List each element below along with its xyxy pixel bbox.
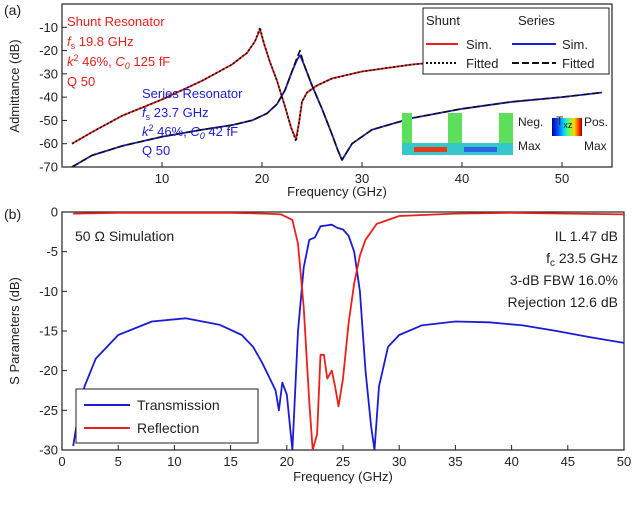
shunt-q: Q 50	[67, 74, 95, 89]
shunt-fs: fs 19.8 GHz	[67, 34, 134, 51]
y-tick-label-a: -70	[39, 160, 58, 175]
x-tick-label-b: 15	[223, 454, 237, 469]
panel-b-label: (b)	[4, 206, 21, 222]
inset-pos-label: Pos.	[584, 115, 608, 129]
series-k2-c0: k2 46%, C0 42 fF	[142, 123, 238, 141]
series-q: Q 50	[142, 143, 170, 158]
spec-il: IL 1.47 dB	[555, 228, 618, 244]
x-tick-label-b: 35	[448, 454, 462, 469]
y-axis-label-a: Admittance (dB)	[7, 39, 22, 132]
inset-colorbar	[552, 118, 582, 136]
shunt-title: Shunt Resonator	[67, 14, 165, 29]
spec-fc: fc 23.5 GHz	[546, 250, 618, 269]
x-tick-label-b: 40	[504, 454, 518, 469]
legend-series-fit-label: Fitted	[562, 56, 595, 71]
y-tick-label-a: -30	[39, 66, 58, 81]
series-line-transmission	[72, 223, 624, 450]
x-axis-label-b: Frequency (GHz)	[293, 469, 393, 484]
series-fs: fs 23.7 GHz	[142, 105, 209, 122]
y-tick-label-a: -40	[39, 90, 58, 105]
x-axis-label-a: Frequency (GHz)	[287, 184, 387, 199]
inset-max-left: Max	[518, 139, 541, 153]
inset-txz-label: Txz	[556, 114, 573, 130]
x-tick-label-b: 0	[58, 454, 65, 469]
inset-stress-map: Neg. Max Txz Pos. Max	[402, 113, 608, 155]
legend-shunt-header: Shunt	[426, 13, 460, 28]
legend-a: Shunt Series Sim. Sim. Fitted Fitted	[422, 7, 610, 75]
inset-max-right: Max	[584, 139, 607, 153]
x-tick-label-b: 25	[336, 454, 350, 469]
legend-series-sim-label: Sim.	[562, 37, 588, 52]
inset-left-post	[402, 113, 412, 153]
series-annotation: Series Resonator fs 23.7 GHz k2 46%, C0 …	[142, 86, 243, 158]
x-tick-label-a: 40	[455, 171, 469, 186]
legend-reflection-label: Reflection	[137, 420, 199, 436]
x-tick-label-a: 20	[255, 171, 269, 186]
x-tick-label-b: 20	[280, 454, 294, 469]
y-tick-label-b: -30	[39, 443, 58, 458]
legend-b-box	[75, 388, 259, 444]
shunt-annotation: Shunt Resonator fs 19.8 GHz k2 46%, C0 1…	[67, 14, 170, 89]
x-tick-label-a: 30	[355, 171, 369, 186]
y-tick-label-a: -50	[39, 113, 58, 128]
y-tick-label-b: -25	[39, 403, 58, 418]
ticks-b: 0 5 10 15 20 25 30 35 40 45 50 -30 -25 -20 -15 -10 -5 0	[39, 205, 631, 470]
y-tick-label-a: -60	[39, 136, 58, 151]
curves-b	[72, 212, 624, 450]
legend-b: Transmission Reflection	[75, 388, 259, 444]
legend-transmission-label: Transmission	[137, 397, 220, 413]
sim-condition-label: 50 Ω Simulation	[75, 228, 174, 244]
x-tick-label-b: 10	[167, 454, 181, 469]
legend-shunt-sim-label: Sim.	[466, 37, 492, 52]
panel-b: (b) 0 5 10 15 20 25 30 35 40 45 50 -30 -25 -20 -15 -10 -…	[4, 205, 631, 485]
x-tick-label-a: 10	[155, 171, 169, 186]
y-tick-label-a: -10	[39, 20, 58, 35]
y-tick-label-b: 0	[51, 205, 58, 220]
filter-specs: IL 1.47 dB fc 23.5 GHz 3-dB FBW 16.0% Re…	[507, 228, 618, 310]
spec-fbw: 3-dB FBW 16.0%	[510, 272, 618, 288]
series-line-reflection	[73, 212, 624, 450]
panel-a-label: (a)	[4, 2, 21, 18]
y-tick-label-b: -10	[39, 284, 58, 299]
series-title: Series Resonator	[142, 86, 243, 101]
y-axis-label-b: S Parameters (dB)	[7, 277, 22, 385]
inset-neg-label: Neg.	[518, 115, 543, 129]
x-tick-label-b: 5	[115, 454, 122, 469]
x-tick-label-b: 30	[392, 454, 406, 469]
y-tick-label-b: -15	[39, 324, 58, 339]
y-tick-label-a: -20	[39, 43, 58, 58]
panel-a: (a) 10 20 30 40 50 -70 -60 -50 -40 -30 -20 -10 Freq…	[4, 2, 613, 199]
y-tick-label-b: -5	[46, 244, 58, 259]
spec-rejection: Rejection 12.6 dB	[507, 294, 618, 310]
x-tick-label-a: 50	[555, 171, 569, 186]
inset-pos-hotspot	[464, 147, 497, 152]
x-tick-label-b: 45	[561, 454, 575, 469]
inset-neg-hotspot	[414, 147, 447, 152]
legend-series-header: Series	[518, 13, 555, 28]
shunt-k2-c0: k2 46%, C0 125 fF	[67, 53, 170, 71]
plot-area-a	[61, 3, 613, 168]
series-line-shunt-fitted	[71, 26, 603, 145]
y-tick-label-b: -20	[39, 363, 58, 378]
legend-shunt-fit-label: Fitted	[466, 56, 499, 71]
x-tick-label-b: 50	[617, 454, 631, 469]
ticks-a: 10 20 30 40 50 -70 -60 -50 -40 -30 -20 -10	[39, 20, 569, 186]
